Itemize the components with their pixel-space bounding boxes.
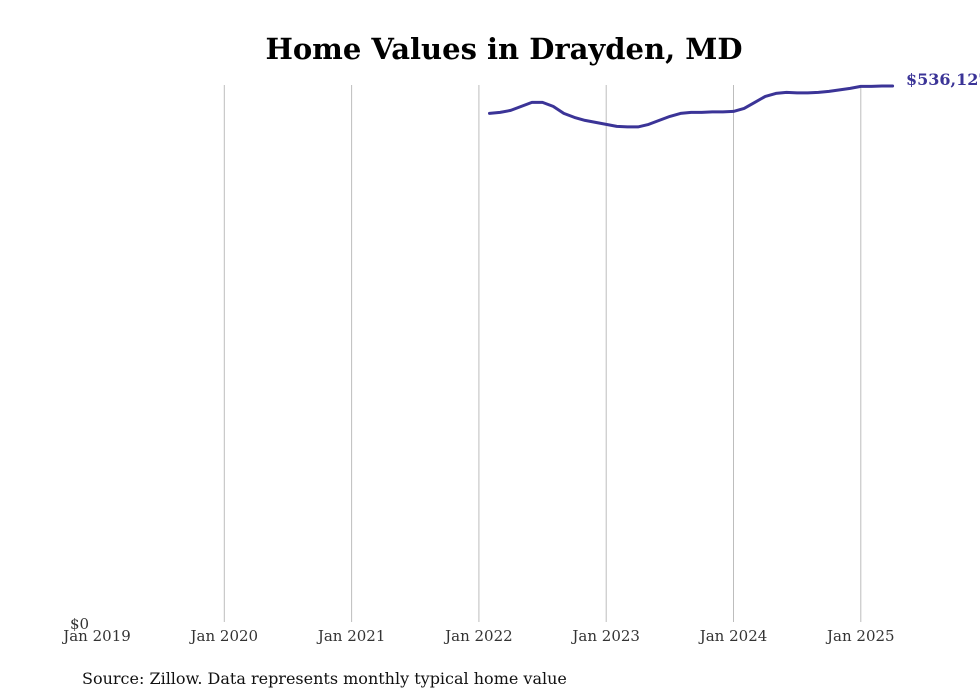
x-tick-label: Jan 2022	[443, 627, 513, 645]
home-value-line	[488, 84, 895, 129]
source-note: Source: Zillow. Data represents monthly …	[82, 669, 567, 688]
y-axis-zero-label: $0	[70, 615, 89, 633]
x-tick-label: Jan 2020	[189, 627, 259, 645]
chart-title: Home Values in Drayden, MD	[265, 32, 742, 66]
end-value-label: $536,127	[906, 70, 980, 89]
x-tick-label: Jan 2025	[825, 627, 895, 645]
x-tick-label: Jan 2023	[570, 627, 640, 645]
x-tick-label: Jan 2019	[61, 627, 131, 645]
x-tick-label: Jan 2024	[698, 627, 768, 645]
x-axis-tick-labels: Jan 2019 Jan 2020 Jan 2021 Jan 2022 Jan 2023…	[61, 627, 894, 645]
gridlines	[223, 85, 862, 622]
x-tick-label: Jan 2021	[316, 627, 386, 645]
